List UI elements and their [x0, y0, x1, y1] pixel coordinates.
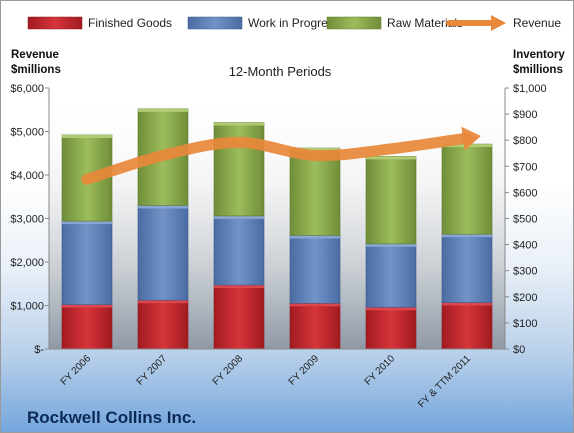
right-tick-label: $900 — [513, 109, 537, 121]
bar-cap-work-in-progress — [138, 205, 188, 209]
bar-cap-raw-materials — [366, 156, 416, 160]
legend: Finished Goods Work in Progress Raw Mate… — [27, 15, 561, 31]
chart-subtitle: 12-Month Periods — [229, 64, 332, 79]
legend-item-finished-goods: Finished Goods — [27, 16, 172, 30]
bar-work-in-progress — [61, 220, 113, 305]
revenue-line-arrowhead — [461, 126, 481, 151]
bar-raw-materials — [365, 156, 417, 245]
bar-cap-finished-goods — [442, 302, 492, 306]
x-tick-label: FY & TTM 2011 — [416, 353, 473, 410]
left-axis-title-line1: Revenue — [11, 49, 59, 61]
bar-cap-raw-materials — [214, 122, 264, 126]
bar-finished-goods — [213, 284, 265, 350]
legend-item-work-in-progress: Work in Progress — [187, 16, 340, 30]
left-tick-label: $2,000 — [10, 257, 44, 269]
bar-cap-work-in-progress — [214, 215, 264, 219]
bar-finished-goods — [289, 303, 341, 350]
bar-cap-work-in-progress — [366, 243, 416, 247]
left-tick-label: $- — [34, 344, 44, 356]
bar-cap-raw-materials — [138, 108, 188, 112]
left-tick-label: $5,000 — [10, 127, 44, 139]
left-tick-label: $4,000 — [10, 170, 44, 182]
bar-cap-finished-goods — [62, 304, 112, 308]
right-axis-title-line1: Inventory — [513, 49, 565, 61]
bar-cap-finished-goods — [290, 303, 340, 307]
company-name: Rockwell Collins Inc. — [27, 408, 196, 427]
right-axis: $0 $100 $200 $300 $400 $500 $600 $700 $800 $900 $1… — [504, 83, 547, 356]
bar-finished-goods — [61, 304, 113, 350]
bar-cap-work-in-progress — [290, 235, 340, 239]
x-axis: FY 2006 FY 2007 FY 2008 FY 2009 FY 2010 FY & … — [49, 348, 505, 410]
bar-work-in-progress — [213, 215, 265, 286]
right-tick-label: $0 — [513, 344, 525, 356]
left-axis-title-line2: $millions — [11, 64, 61, 76]
bar-work-in-progress — [289, 235, 341, 304]
x-tick-label: FY 2009 — [287, 353, 322, 388]
x-tick-label: FY 2010 — [363, 353, 398, 388]
right-tick-label: $1,000 — [513, 83, 547, 95]
bar-cap-finished-goods — [366, 307, 416, 311]
revenue-line-path — [81, 132, 473, 185]
right-axis-title-line2: $millions — [513, 64, 563, 76]
legend-label-raw-materials: Raw Materials — [387, 16, 463, 30]
right-tick-label: $400 — [513, 240, 537, 252]
bar-finished-goods — [365, 306, 417, 350]
bar-work-in-progress — [137, 205, 189, 301]
bar-cap-raw-materials — [290, 148, 340, 152]
right-tick-label: $500 — [513, 214, 537, 226]
bar-cap-finished-goods — [214, 285, 264, 289]
right-tick-label: $600 — [513, 187, 537, 199]
legend-item-revenue: Revenue — [446, 15, 561, 31]
revenue-line — [81, 126, 481, 185]
left-tick-label: $6,000 — [10, 83, 44, 95]
bar-cap-work-in-progress — [442, 234, 492, 238]
plot-area — [49, 88, 505, 349]
legend-item-raw-materials: Raw Materials — [326, 16, 463, 30]
bar-work-in-progress — [365, 243, 417, 308]
right-tick-label: $100 — [513, 318, 537, 330]
right-tick-label: $700 — [513, 161, 537, 173]
left-tick-label: $1,000 — [10, 301, 44, 313]
right-tick-label: $300 — [513, 266, 537, 278]
x-tick-label: FY 2006 — [59, 353, 94, 388]
bar-finished-goods — [441, 302, 493, 350]
legend-label-revenue: Revenue — [513, 16, 561, 30]
right-tick-label: $200 — [513, 292, 537, 304]
bar-raw-materials — [441, 143, 493, 235]
bar-cap-finished-goods — [138, 300, 188, 304]
left-tick-label: $3,000 — [10, 214, 44, 226]
right-tick-label: $800 — [513, 135, 537, 147]
legend-label-finished-goods: Finished Goods — [88, 16, 172, 30]
bar-cap-work-in-progress — [62, 221, 112, 225]
bar-raw-materials — [289, 147, 341, 236]
x-tick-label: FY 2008 — [211, 353, 246, 388]
legend-label-work-in-progress: Work in Progress — [248, 16, 340, 30]
x-tick-label: FY 2007 — [135, 353, 170, 388]
bar-work-in-progress — [441, 233, 493, 303]
left-axis: $- $1,000 $2,000 $3,000 $4,000 $5,000 $6,000 — [10, 83, 50, 356]
bar-cap-raw-materials — [62, 134, 112, 138]
bar-finished-goods — [137, 299, 189, 350]
bar-raw-materials — [213, 122, 265, 217]
